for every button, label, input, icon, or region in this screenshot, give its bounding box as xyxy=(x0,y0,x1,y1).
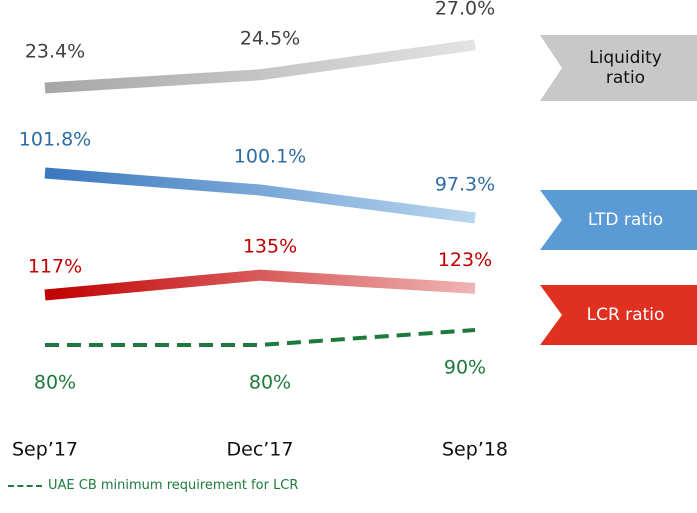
legend-label: UAE CB minimum requirement for LCR xyxy=(48,478,299,493)
legend-tag: Liquidity ratio xyxy=(540,35,697,101)
data-label: 123% xyxy=(438,249,492,271)
data-label: 24.5% xyxy=(240,27,300,49)
series-line xyxy=(45,328,476,347)
data-label: 27.0% xyxy=(435,0,495,19)
legend-tag: LTD ratio xyxy=(540,190,697,250)
data-label: 117% xyxy=(28,256,82,278)
data-label: 90% xyxy=(444,357,486,379)
series-line xyxy=(44,167,476,224)
data-label: 80% xyxy=(34,372,76,394)
x-tick-label: Sep’18 xyxy=(442,439,508,461)
data-label: 97.3% xyxy=(435,174,495,196)
data-label: 23.4% xyxy=(25,41,85,63)
legend: UAE CB minimum requirement for LCR xyxy=(8,478,298,493)
x-tick-label: Sep’17 xyxy=(12,439,78,461)
legend-tag: LCR ratio xyxy=(540,285,697,345)
data-label: 101.8% xyxy=(19,129,91,151)
legend-swatch xyxy=(8,484,42,487)
series-line xyxy=(44,39,476,94)
series-line xyxy=(44,269,476,301)
x-tick-label: Dec’17 xyxy=(227,439,294,461)
data-label: 135% xyxy=(243,236,297,258)
data-label: 80% xyxy=(249,372,291,394)
data-label: 100.1% xyxy=(234,146,306,168)
